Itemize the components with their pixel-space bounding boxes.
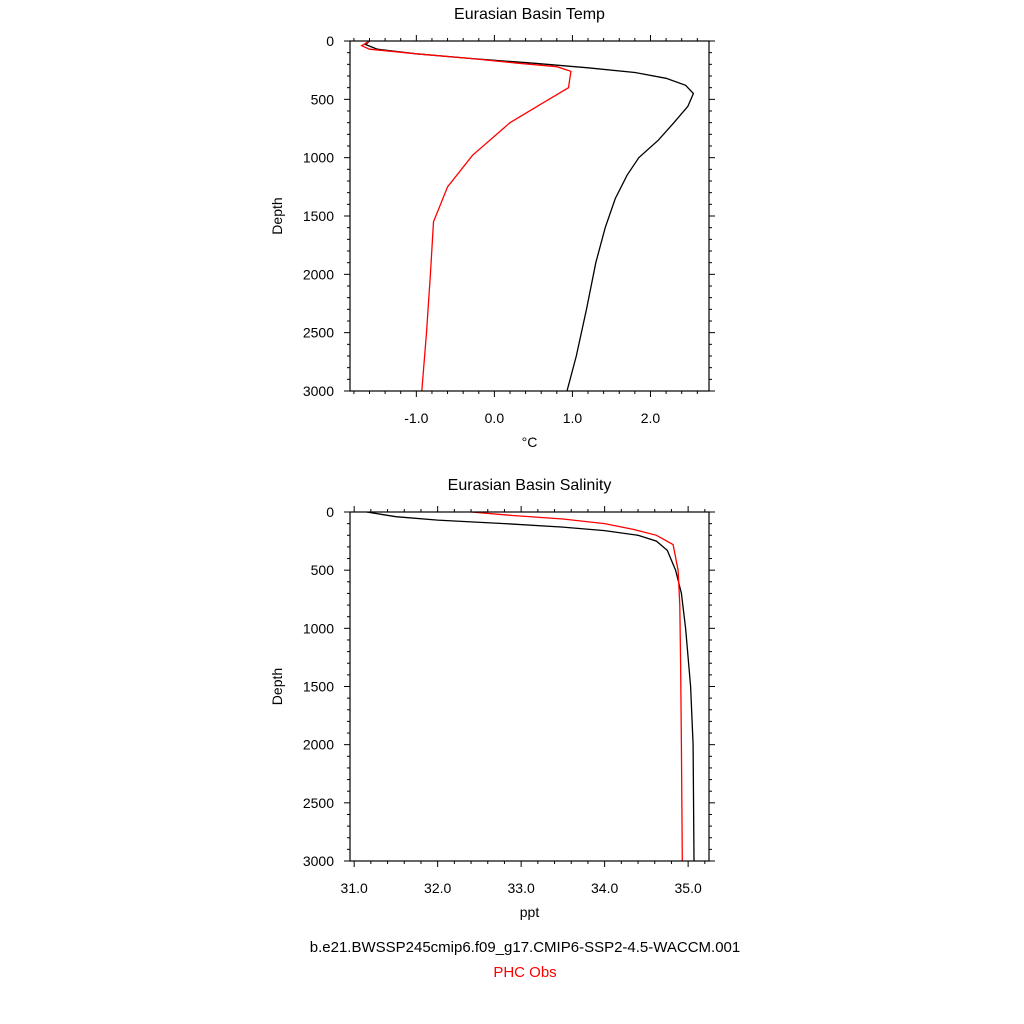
salinity-y-tick-label: 1500 [303,679,334,695]
salinity-y-tick-label: 500 [311,562,335,578]
temp-y-tick-label: 500 [311,91,335,107]
temp-y-tick-label: 1500 [303,208,334,224]
temp-plot-frame [349,40,710,392]
temp-x-tick-label: 0.0 [485,410,505,426]
temp-y-tick-label: 1000 [303,150,334,166]
temp-x-axis-label: °C [522,434,538,450]
salinity-y-tick-label: 3000 [303,853,334,869]
temp-y-axis-label: Depth [269,197,285,234]
salinity-x-axis-label: ppt [520,904,540,920]
salinity-y-axis-label: Depth [269,668,285,705]
temp-model-line [364,41,695,391]
salinity-panel: Eurasian Basin Salinity 0 500 1000 1500 2000 2… [269,477,715,920]
salinity-x-tick-label: 31.0 [341,880,368,896]
temp-x-tick-label: -1.0 [404,410,428,426]
salinity-y-tick-label: 2500 [303,795,334,811]
salinity-x-tick-label: 32.0 [424,880,451,896]
salinity-x-tick-label: 35.0 [675,880,702,896]
temp-x-tick-label: 1.0 [563,410,583,426]
salinity-y-tick-label: 0 [326,504,334,520]
temp-y-tick-label: 2500 [303,325,334,341]
salinity-x-tick-label: 33.0 [508,880,535,896]
temp-y-tick-label: 2000 [303,266,334,282]
temp-x-tick-label: 2.0 [641,410,661,426]
salinity-y-tick-label: 1000 [303,620,334,636]
temp-panel: Eurasian Basin Temp 0 500 1000 1500 2000 2500 3… [269,6,715,450]
temp-chart-title: Eurasian Basin Temp [454,6,605,23]
temp-y-tick-label: 3000 [303,383,334,399]
temp-obs-line [360,41,572,391]
legend-obs-label: PHC Obs [493,964,556,981]
temp-y-tick-label: 0 [326,33,334,49]
salinity-y-tick-label: 2000 [303,737,334,753]
legend-model-label: b.e21.BWSSP245cmip6.f09_g17.CMIP6-SSP2-4… [310,939,740,956]
salinity-x-tick-label: 34.0 [591,880,618,896]
salinity-obs-line [471,512,683,861]
salinity-chart-title: Eurasian Basin Salinity [448,477,612,494]
salinity-plot-frame [349,511,710,862]
salinity-model-line [366,512,695,861]
